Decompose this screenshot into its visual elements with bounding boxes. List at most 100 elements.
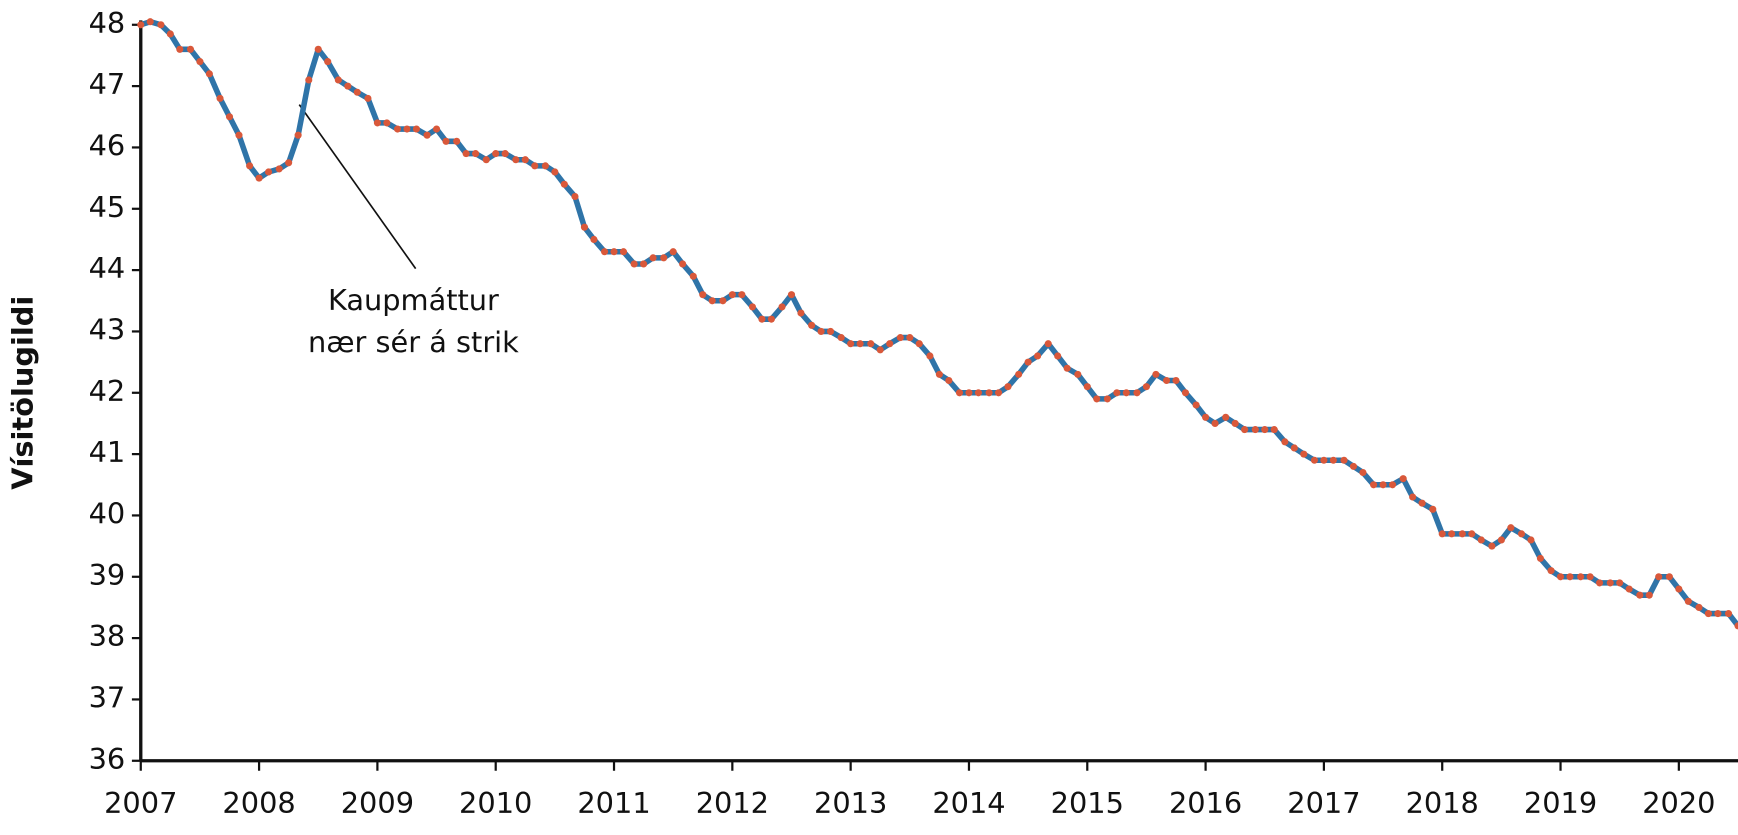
marker xyxy=(531,162,539,170)
marker xyxy=(324,58,332,66)
x-tick-label: 2014 xyxy=(932,786,1005,820)
y-tick-label: 47 xyxy=(89,67,126,101)
marker xyxy=(560,180,568,188)
marker xyxy=(1507,524,1515,532)
x-tick-label: 2017 xyxy=(1287,786,1360,820)
marker xyxy=(1152,370,1160,378)
marker xyxy=(1202,413,1210,421)
marker xyxy=(738,291,746,299)
marker xyxy=(915,340,923,348)
marker xyxy=(1468,530,1476,538)
marker xyxy=(1714,610,1722,618)
marker xyxy=(1034,352,1042,360)
marker xyxy=(1695,603,1703,611)
y-tick-label: 42 xyxy=(89,374,126,408)
y-tick-label: 38 xyxy=(89,619,126,653)
marker xyxy=(216,94,224,102)
annotation-line xyxy=(298,104,417,270)
marker xyxy=(1497,536,1505,544)
marker xyxy=(1093,395,1101,403)
marker xyxy=(1054,352,1062,360)
marker xyxy=(1211,419,1219,427)
marker xyxy=(1388,481,1397,489)
marker xyxy=(1596,579,1604,587)
marker xyxy=(1270,426,1278,434)
x-tick-label: 2011 xyxy=(577,786,650,820)
marker xyxy=(1083,383,1091,391)
marker xyxy=(660,254,668,262)
marker xyxy=(817,327,825,335)
marker xyxy=(719,297,727,305)
y-tick-label: 37 xyxy=(89,680,126,714)
x-tick-label: 2010 xyxy=(459,786,532,820)
marker xyxy=(1675,585,1683,593)
x-tick-label: 2013 xyxy=(814,786,887,820)
marker xyxy=(728,291,736,299)
marker xyxy=(512,156,520,164)
y-tick-label: 40 xyxy=(89,496,126,530)
marker xyxy=(767,315,775,323)
marker xyxy=(679,260,687,268)
marker xyxy=(826,327,835,335)
marker xyxy=(433,125,441,133)
marker xyxy=(137,21,145,29)
marker xyxy=(462,150,470,158)
y-axis-label: Vísitölugildi xyxy=(5,296,39,490)
marker xyxy=(778,303,786,311)
marker xyxy=(1181,389,1190,397)
marker xyxy=(1103,395,1111,403)
marker xyxy=(403,125,411,133)
marker xyxy=(867,340,875,348)
marker xyxy=(551,168,559,176)
marker xyxy=(1192,401,1200,409)
marker xyxy=(1044,340,1052,348)
marker xyxy=(146,18,154,26)
marker xyxy=(1734,622,1738,630)
x-tick-label: 2016 xyxy=(1169,786,1242,820)
marker xyxy=(501,150,509,158)
marker xyxy=(1162,376,1171,385)
marker xyxy=(364,94,372,102)
marker xyxy=(1340,456,1348,464)
marker xyxy=(344,82,352,90)
x-tick-label: 2009 xyxy=(341,786,414,820)
marker xyxy=(225,113,234,121)
marker xyxy=(1281,438,1289,446)
marker xyxy=(1625,585,1633,593)
marker xyxy=(699,291,707,299)
marker xyxy=(1320,456,1328,464)
y-tick-label: 36 xyxy=(89,742,126,776)
marker xyxy=(1606,579,1614,587)
marker xyxy=(837,334,845,342)
marker xyxy=(935,370,943,378)
marker xyxy=(1586,573,1594,581)
marker xyxy=(649,254,657,262)
marker xyxy=(1074,370,1082,378)
marker xyxy=(1251,426,1259,434)
marker xyxy=(926,352,934,360)
marker xyxy=(157,21,165,29)
marker xyxy=(1704,610,1712,618)
marker xyxy=(1636,591,1644,599)
marker xyxy=(965,389,973,397)
y-tick-label: 48 xyxy=(89,6,126,40)
marker xyxy=(1655,573,1663,581)
marker xyxy=(1438,530,1446,538)
marker xyxy=(1310,456,1318,464)
marker xyxy=(1577,573,1585,581)
marker xyxy=(305,76,313,84)
marker xyxy=(1379,481,1387,489)
marker xyxy=(294,131,302,139)
marker xyxy=(906,334,914,342)
marker xyxy=(669,248,677,256)
marker xyxy=(1231,419,1239,427)
marker xyxy=(1448,530,1456,538)
marker xyxy=(974,389,982,397)
marker xyxy=(275,165,283,173)
marker xyxy=(314,45,322,53)
marker xyxy=(255,174,263,182)
annotation: nær sér á strik xyxy=(308,325,519,359)
marker xyxy=(1024,358,1032,366)
marker xyxy=(1015,370,1023,378)
